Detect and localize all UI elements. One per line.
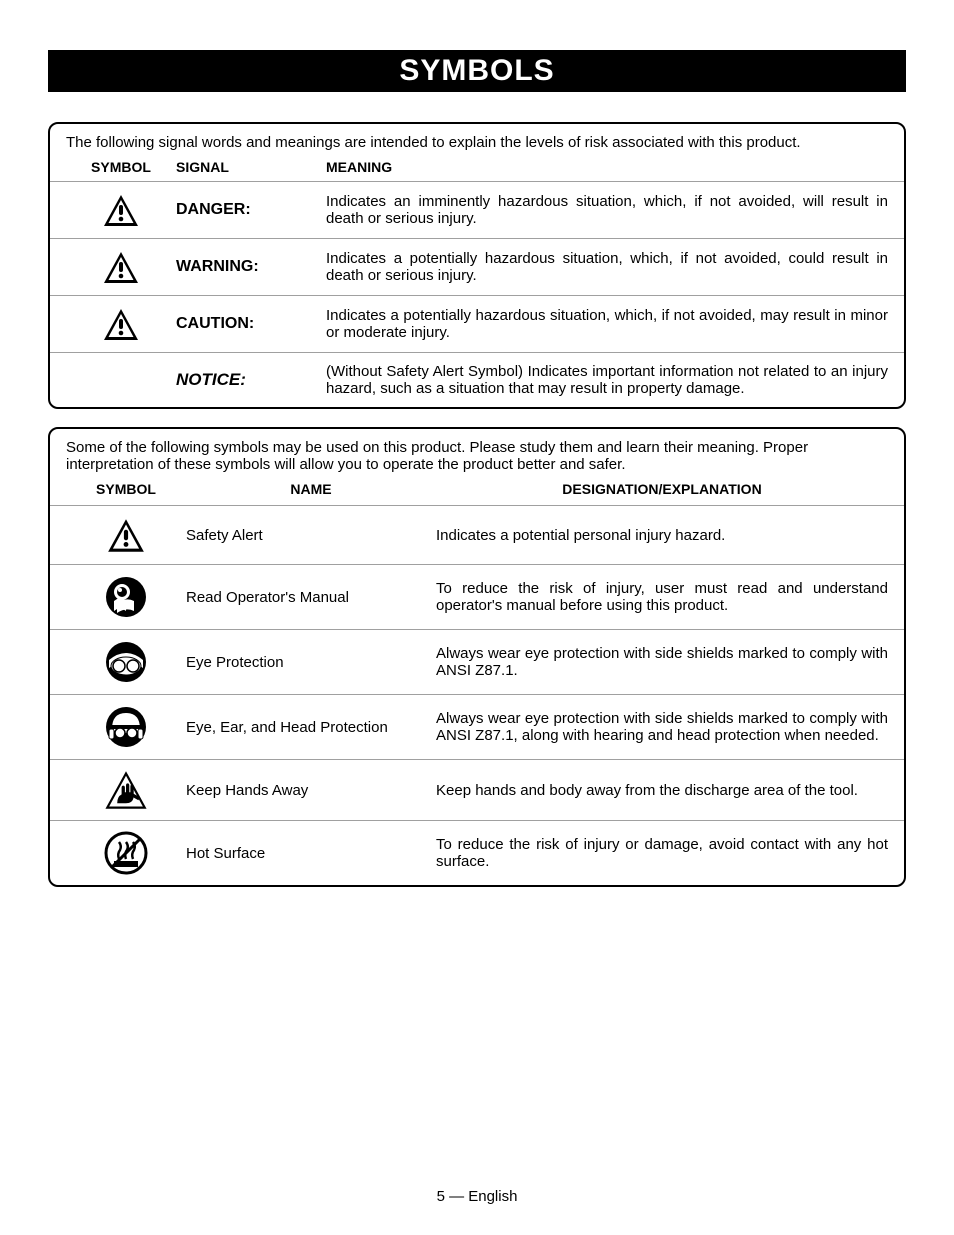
box2-col-symbol: SYMBOL	[66, 481, 186, 497]
page-footer: 5 — English	[0, 1188, 954, 1205]
symbol-row: Hot SurfaceTo reduce the risk of injury …	[50, 820, 904, 885]
symbol-row: Eye, Ear, and Head ProtectionAlways wear…	[50, 694, 904, 759]
symbol-name: Eye, Ear, and Head Protection	[186, 719, 436, 736]
box2-col-des: DESIGNATION/EXPLANATION	[436, 481, 888, 497]
signal-words-box: The following signal words and meanings …	[48, 122, 906, 409]
box2-col-name: NAME	[186, 481, 436, 497]
signal-row: NOTICE:(Without Safety Alert Symbol) Ind…	[50, 352, 904, 407]
signal-meaning: (Without Safety Alert Symbol) Indicates …	[326, 363, 888, 397]
signal-label: DANGER:	[176, 201, 326, 219]
box2-intro: Some of the following symbols may be use…	[50, 429, 904, 477]
symbol-icon	[66, 705, 186, 749]
symbol-name: Keep Hands Away	[186, 782, 436, 799]
symbol-icon	[66, 575, 186, 619]
box2-header-row: SYMBOL NAME DESIGNATION/EXPLANATION	[50, 477, 904, 505]
signal-meaning: Indicates an imminently hazardous situat…	[326, 193, 888, 227]
box1-header-row: SYMBOL SIGNAL MEANING	[50, 155, 904, 181]
signal-row: WARNING:Indicates a potentially hazardou…	[50, 238, 904, 295]
symbol-description: Keep hands and body away from the discha…	[436, 782, 888, 799]
symbol-description: To reduce the risk of injury or damage, …	[436, 836, 888, 870]
signal-label: CAUTION:	[176, 315, 326, 333]
symbol-name: Hot Surface	[186, 845, 436, 862]
symbol-description: Indicates a potential personal injury ha…	[436, 527, 888, 544]
symbol-description: Always wear eye protection with side shi…	[436, 645, 888, 679]
box1-col-signal: SIGNAL	[176, 159, 326, 175]
symbol-icon	[66, 770, 186, 810]
symbol-description: To reduce the risk of injury, user must …	[436, 580, 888, 614]
box1-col-meaning: MEANING	[326, 159, 888, 175]
symbol-name: Read Operator's Manual	[186, 589, 436, 606]
signal-label: WARNING:	[176, 258, 326, 276]
symbols-box: Some of the following symbols may be use…	[48, 427, 906, 887]
page-header-bar: SYMBOLS	[48, 50, 906, 92]
signal-meaning: Indicates a potentially hazardous situat…	[326, 250, 888, 284]
symbol-row: Eye ProtectionAlways wear eye protection…	[50, 629, 904, 694]
signal-row: DANGER:Indicates an imminently hazardous…	[50, 181, 904, 238]
symbol-description: Always wear eye protection with side shi…	[436, 710, 888, 744]
symbol-row: Keep Hands AwayKeep hands and body away …	[50, 759, 904, 820]
signal-row: CAUTION:Indicates a potentially hazardou…	[50, 295, 904, 352]
symbol-icon	[66, 831, 186, 875]
symbol-row: Read Operator's ManualTo reduce the risk…	[50, 564, 904, 629]
box1-intro: The following signal words and meanings …	[50, 124, 904, 155]
symbol-name: Eye Protection	[186, 654, 436, 671]
signal-meaning: Indicates a potentially hazardous situat…	[326, 307, 888, 341]
box1-col-symbol: SYMBOL	[66, 159, 176, 175]
signal-label: NOTICE:	[176, 370, 326, 390]
symbol-icon	[66, 640, 186, 684]
symbol-row: Safety AlertIndicates a potential person…	[50, 505, 904, 564]
symbol-icon	[66, 516, 186, 554]
warning-icon	[66, 249, 176, 285]
warning-icon	[66, 306, 176, 342]
warning-icon	[66, 192, 176, 228]
symbol-name: Safety Alert	[186, 527, 436, 544]
